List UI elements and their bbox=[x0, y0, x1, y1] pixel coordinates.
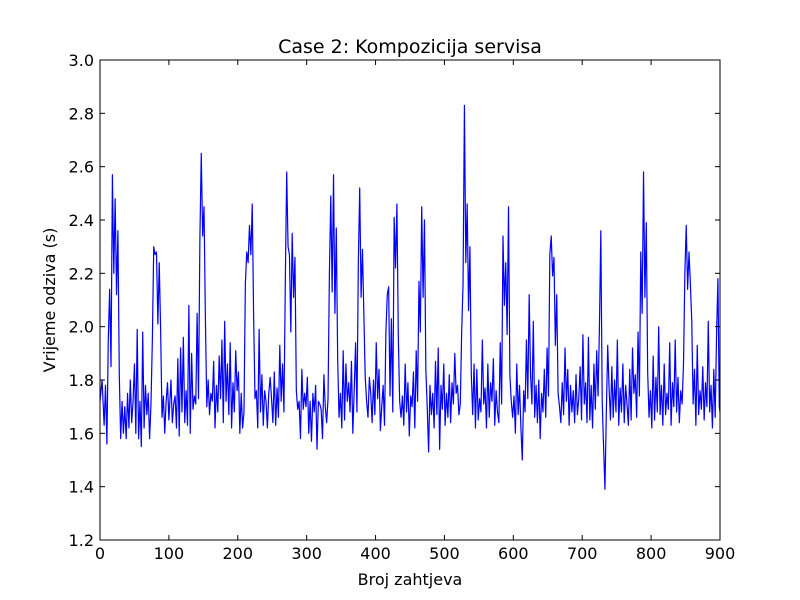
x-axis-label: Broj zahtjeva bbox=[358, 570, 463, 589]
plot-area bbox=[99, 104, 721, 490]
x-tick-label: 200 bbox=[223, 544, 254, 563]
y-tick-label: 1.2 bbox=[69, 531, 94, 550]
y-axis-label: Vrijeme odziva (s) bbox=[40, 228, 59, 373]
x-tick-label: 0 bbox=[95, 544, 105, 563]
x-tick-label: 800 bbox=[636, 544, 667, 563]
y-tick-label: 2.6 bbox=[69, 158, 94, 177]
x-axis: 0 100 200 300 400 500 600 700 800 900 bbox=[95, 60, 735, 563]
y-tick-label: 1.8 bbox=[69, 371, 94, 390]
x-tick-label: 900 bbox=[705, 544, 736, 563]
y-tick-label: 3.0 bbox=[69, 51, 94, 70]
y-tick-label: 2.2 bbox=[69, 264, 94, 283]
plot-frame bbox=[99, 59, 721, 541]
y-tick-label: 2.8 bbox=[69, 104, 94, 123]
x-tick-label: 400 bbox=[360, 544, 391, 563]
y-tick-label: 2.4 bbox=[69, 211, 94, 230]
x-tick-label: 100 bbox=[154, 544, 185, 563]
x-tick-label: 500 bbox=[429, 544, 460, 563]
series-line-0 bbox=[99, 104, 721, 490]
x-tick-label: 300 bbox=[291, 544, 322, 563]
y-tick-label: 2.0 bbox=[69, 318, 94, 337]
y-tick-label: 1.4 bbox=[69, 478, 94, 497]
x-tick-label: 600 bbox=[498, 544, 529, 563]
y-tick-label: 1.6 bbox=[69, 424, 94, 443]
y-axis: 1.2 1.4 1.6 1.8 2.0 2.2 2.4 2.6 2.8 3.0 bbox=[69, 51, 720, 550]
chart-title: Case 2: Kompozicija servisa bbox=[278, 36, 542, 58]
x-tick-label: 700 bbox=[567, 544, 598, 563]
